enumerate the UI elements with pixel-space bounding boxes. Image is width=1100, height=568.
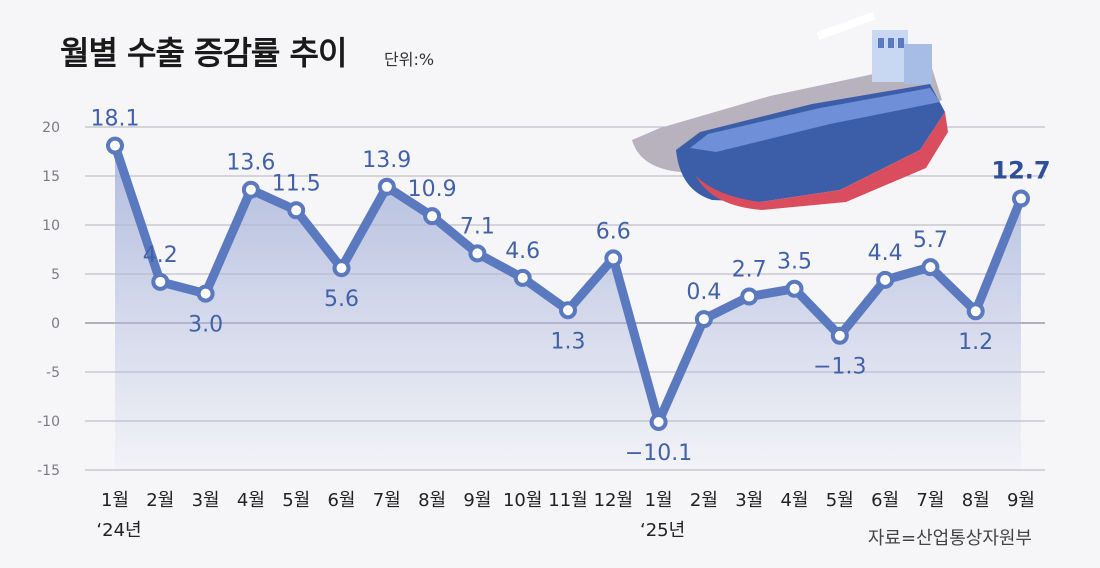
data-label: 12.7 <box>991 157 1050 185</box>
y-tick-label: 5 <box>51 267 60 283</box>
x-tick-label: 7월 <box>916 490 944 511</box>
data-point <box>287 201 306 220</box>
x-tick-label: 1월 <box>101 490 129 511</box>
data-point <box>332 259 351 278</box>
container-ship-illustration <box>632 11 948 210</box>
y-tick-label: -5 <box>46 365 60 381</box>
data-point <box>694 310 713 329</box>
x-tick-label: 5월 <box>282 490 310 511</box>
unit-label: 단위:% <box>384 50 435 69</box>
data-point <box>468 244 487 263</box>
x-axis-ticks: 1월 2월 3월 4월 5월 6월 7월 8월 9월 10월 11월 12월 1월 2월 3월 4월 5월 6월 7… <box>96 490 1035 541</box>
x-tick-label: 9월 <box>463 490 491 511</box>
data-point <box>377 177 396 196</box>
data-label: 3.5 <box>777 250 812 275</box>
x-tick-label: 10월 <box>503 490 542 511</box>
data-label: 5.6 <box>324 287 359 312</box>
data-point <box>785 279 804 298</box>
data-label: 1.2 <box>958 330 993 355</box>
data-label: 13.9 <box>362 148 411 173</box>
data-point <box>106 136 124 155</box>
area-fill <box>115 145 1021 470</box>
x-tick-label: 6월 <box>327 490 355 511</box>
data-label: 7.1 <box>460 214 495 239</box>
x-tick-label: 3월 <box>192 490 220 511</box>
data-label: −1.3 <box>813 355 866 380</box>
y-tick-label: 20 <box>42 120 60 136</box>
x-tick-label: 4월 <box>780 490 808 511</box>
data-labels: 18.1 4.2 3.0 13.611.5 5.6 13.9 10.97.1 4.6 1.3 6.… <box>91 107 1051 466</box>
data-label: 13.6 <box>226 151 275 176</box>
data-label: 4.6 <box>505 239 540 264</box>
data-label: 5.7 <box>913 228 948 253</box>
y-tick-label: -15 <box>37 463 60 479</box>
source-note: 자료=산업통상자원부 <box>867 528 1032 549</box>
data-label: 11.5 <box>272 171 321 196</box>
data-point <box>830 326 849 345</box>
x-tick-label: 4월 <box>237 490 265 511</box>
data-point <box>241 180 260 199</box>
data-label: 6.6 <box>596 219 631 244</box>
data-point <box>559 301 577 320</box>
x-tick-label: 8월 <box>418 490 446 511</box>
x-tick-label: 5월 <box>826 490 854 511</box>
x-tick-label: 11월 <box>548 490 587 511</box>
data-label: 1.3 <box>551 329 586 354</box>
y-tick-label: -10 <box>37 414 60 430</box>
x-tick-label: 7월 <box>373 490 401 511</box>
data-point <box>196 284 215 303</box>
y-tick-label: 0 <box>51 316 60 332</box>
data-point <box>151 272 170 291</box>
x-tick-label: 3월 <box>735 490 763 511</box>
x-tick-label: 12월 <box>594 490 633 511</box>
data-label: −10.1 <box>625 441 692 466</box>
x-tick-label: 2월 <box>690 490 718 511</box>
data-point <box>423 207 442 226</box>
data-point <box>740 287 759 306</box>
year-label: ‘25년 <box>640 520 685 541</box>
data-label: 2.7 <box>732 258 767 283</box>
data-label: 4.2 <box>143 243 178 268</box>
data-point <box>876 270 895 289</box>
data-label: 10.9 <box>408 177 457 202</box>
y-tick-label: 10 <box>42 218 60 234</box>
x-tick-label: 9월 <box>1007 490 1035 511</box>
x-tick-label: 6월 <box>871 490 899 511</box>
data-label: 3.0 <box>188 313 223 338</box>
data-point <box>1012 189 1030 208</box>
data-label: 18.1 <box>91 107 140 132</box>
x-tick-label: 1월 <box>645 490 673 511</box>
x-tick-label: 2월 <box>146 490 174 511</box>
data-point <box>604 249 623 268</box>
y-tick-label: 15 <box>42 169 60 185</box>
data-point <box>649 412 668 431</box>
data-label: 4.4 <box>868 241 903 266</box>
data-point <box>921 258 940 277</box>
x-tick-label: 8월 <box>962 490 990 511</box>
chart-title: 월별 수출 증감률 추이 <box>60 34 347 72</box>
year-label: ‘24년 <box>96 520 141 541</box>
data-label: 0.4 <box>686 280 721 305</box>
data-point <box>966 302 985 321</box>
data-point <box>513 268 532 287</box>
y-axis-ticks: 20 15 10 5 0 -5 -10 -15 <box>37 120 60 479</box>
data-points <box>106 136 1030 431</box>
